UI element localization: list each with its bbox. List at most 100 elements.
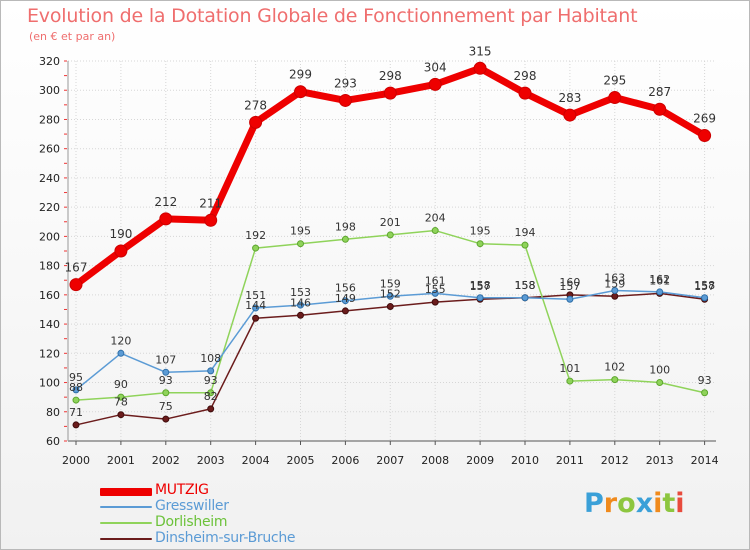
legend-label-mutzig: MUTZIG xyxy=(155,482,209,498)
point-dinsheim-sur-bruche-2007 xyxy=(386,303,394,311)
point-dorlisheim-2001 xyxy=(117,393,125,401)
point-dorlisheim-2008 xyxy=(431,227,439,235)
data-label-gresswiller-2001: 120 xyxy=(110,334,131,347)
point-gresswiller-2008 xyxy=(431,289,439,297)
x-tick-label-2003: 2003 xyxy=(197,454,225,467)
data-label-dorlisheim-2003: 93 xyxy=(204,374,218,387)
data-label-dorlisheim-2001: 90 xyxy=(114,378,128,391)
y-tick-label-140: 140 xyxy=(39,318,60,331)
point-dinsheim-sur-bruche-2012 xyxy=(611,292,619,300)
x-tick-label-2006: 2006 xyxy=(331,454,359,467)
point-mutzig-2002 xyxy=(159,212,173,226)
point-gresswiller-2011 xyxy=(566,295,574,303)
point-dorlisheim-2011 xyxy=(566,377,574,385)
y-tick-label-160: 160 xyxy=(39,289,60,302)
data-label-dinsheim-sur-bruche-2005: 146 xyxy=(290,296,311,309)
data-label-gresswiller-2000: 95 xyxy=(69,371,83,384)
data-label-mutzig-2003: 211 xyxy=(199,196,222,210)
point-dinsheim-sur-bruche-2005 xyxy=(297,311,304,319)
logo-letter: i xyxy=(653,488,663,519)
point-dorlisheim-2012 xyxy=(611,376,619,384)
point-dorlisheim-2000 xyxy=(72,396,80,404)
data-label-mutzig-2004: 278 xyxy=(244,98,267,112)
point-dorlisheim-2004 xyxy=(252,244,260,252)
point-dorlisheim-2014 xyxy=(701,389,709,397)
data-label-mutzig-2007: 298 xyxy=(379,69,402,83)
x-tick-label-2004: 2004 xyxy=(242,454,270,467)
data-label-gresswiller-2004: 151 xyxy=(245,289,266,302)
data-label-dorlisheim-2014: 93 xyxy=(698,374,712,387)
data-label-dorlisheim-2002: 93 xyxy=(159,374,173,387)
point-gresswiller-2004 xyxy=(252,304,260,312)
logo-letter: o xyxy=(617,488,636,519)
data-label-gresswiller-2003: 108 xyxy=(200,352,221,365)
data-label-dorlisheim-2007: 201 xyxy=(380,216,401,229)
data-label-dinsheim-sur-bruche-2014: 157 xyxy=(694,280,715,293)
data-label-mutzig-2005: 299 xyxy=(289,68,312,82)
data-label-dorlisheim-2000: 88 xyxy=(69,381,83,394)
y-tick-label-60: 60 xyxy=(46,435,60,448)
point-mutzig-2009 xyxy=(473,61,487,75)
x-tick-label-2013: 2013 xyxy=(646,454,674,467)
point-gresswiller-2007 xyxy=(386,292,394,300)
point-dorlisheim-2013 xyxy=(656,379,664,387)
y-tick-label-120: 120 xyxy=(39,347,60,360)
point-mutzig-2014 xyxy=(698,129,712,143)
data-label-dorlisheim-2010: 194 xyxy=(515,226,536,239)
legend-label-dorlisheim: Dorlisheim xyxy=(155,514,228,530)
point-dinsheim-sur-bruche-2004 xyxy=(252,314,260,322)
point-gresswiller-2005 xyxy=(297,301,304,309)
data-label-mutzig-2010: 298 xyxy=(514,69,537,83)
point-gresswiller-2006 xyxy=(341,297,349,305)
data-label-gresswiller-2011: 157 xyxy=(559,280,580,293)
data-label-gresswiller-2013: 162 xyxy=(649,273,670,286)
data-label-dinsheim-sur-bruche-2000: 71 xyxy=(69,406,83,419)
x-tick-label-2010: 2010 xyxy=(511,454,539,467)
data-label-dinsheim-sur-bruche-2008: 155 xyxy=(425,283,446,296)
data-label-dorlisheim-2013: 100 xyxy=(649,364,670,377)
chart-subtitle: (en € et par an) xyxy=(29,30,116,43)
y-tick-label-80: 80 xyxy=(46,406,60,419)
point-gresswiller-2009 xyxy=(476,294,484,302)
data-label-mutzig-2014: 269 xyxy=(693,112,716,126)
x-tick-label-2001: 2001 xyxy=(107,454,135,467)
data-label-gresswiller-2010: 158 xyxy=(515,279,536,292)
point-mutzig-2001 xyxy=(114,244,128,258)
axes: 60 80 100 120 140 160 180 200 220 240 260 280 300 320… xyxy=(39,55,719,467)
data-label-dinsheim-sur-bruche-2011: 160 xyxy=(559,276,580,289)
data-label-dinsheim-sur-bruche-2003: 82 xyxy=(204,390,218,403)
data-label-mutzig-2000: 167 xyxy=(65,261,88,275)
point-gresswiller-2013 xyxy=(656,288,664,296)
data-label-mutzig-2008: 304 xyxy=(424,60,447,74)
data-label-dorlisheim-2004: 192 xyxy=(245,229,266,242)
data-label-dinsheim-sur-bruche-2002: 75 xyxy=(159,400,173,413)
legend-swatch-mutzig xyxy=(100,488,152,496)
point-gresswiller-2001 xyxy=(117,349,125,357)
y-tick-label-180: 180 xyxy=(39,260,60,273)
y-tick-label-240: 240 xyxy=(39,172,60,185)
point-gresswiller-2012 xyxy=(611,286,619,294)
point-gresswiller-2002 xyxy=(162,368,170,376)
legend-swatch-gresswiller xyxy=(100,506,152,508)
y-tick-label-100: 100 xyxy=(39,377,60,390)
point-dorlisheim-2002 xyxy=(162,389,170,397)
data-label-mutzig-2012: 295 xyxy=(603,74,626,88)
point-mutzig-2007 xyxy=(383,86,397,100)
point-mutzig-2004 xyxy=(249,115,263,129)
legend-label-dinsheim: Dinsheim-sur-Bruche xyxy=(155,530,296,546)
logo-letter: P xyxy=(584,488,604,519)
data-label-mutzig-2006: 293 xyxy=(334,76,357,90)
y-tick-label-280: 280 xyxy=(39,113,60,126)
point-dorlisheim-2006 xyxy=(341,235,349,243)
chart-title: Evolution de la Dotation Globale de Fonc… xyxy=(27,5,638,27)
point-dorlisheim-2003 xyxy=(207,389,215,397)
data-label-dorlisheim-2006: 198 xyxy=(335,220,356,233)
data-label-gresswiller-2007: 159 xyxy=(380,277,401,290)
data-label-dinsheim-sur-bruche-2009: 157 xyxy=(470,280,491,293)
point-mutzig-2011 xyxy=(563,108,577,122)
data-label-gresswiller-2005: 153 xyxy=(290,286,311,299)
series-lines xyxy=(69,61,712,429)
point-mutzig-2012 xyxy=(608,91,622,105)
